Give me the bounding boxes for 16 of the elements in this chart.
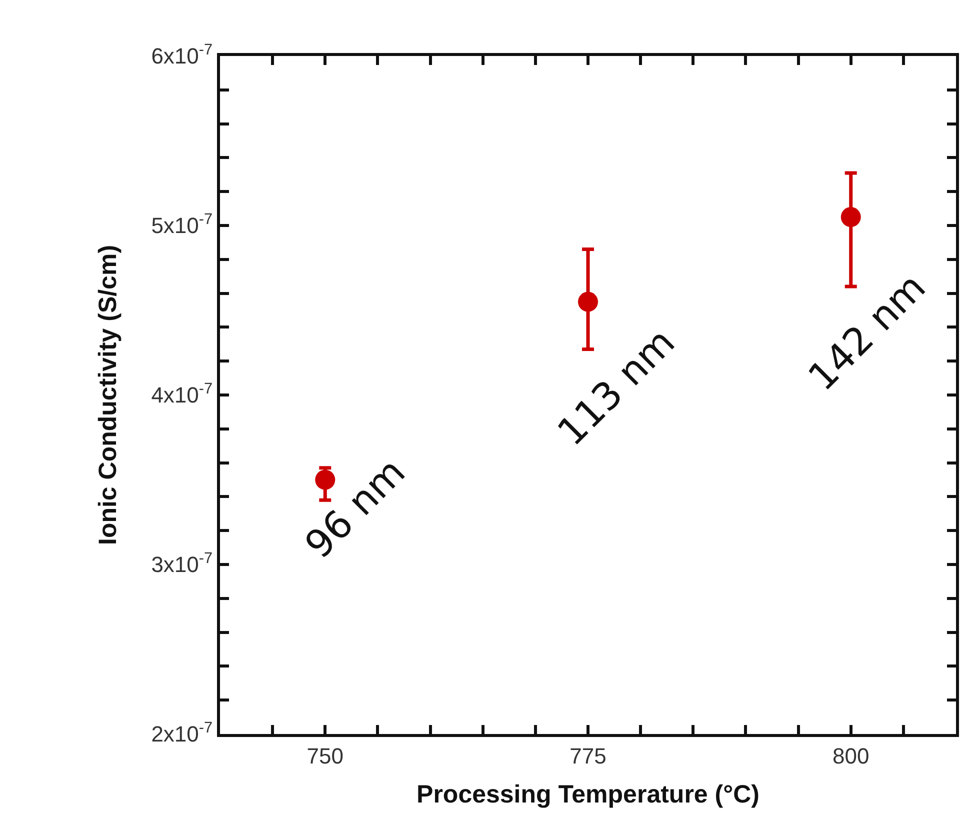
annotation: 113 nm bbox=[548, 320, 684, 454]
x-tick-label: 750 bbox=[306, 743, 344, 768]
point bbox=[840, 207, 861, 228]
y-tick-label: 5x10$^{-7}$ bbox=[151, 210, 213, 238]
y-tick-label: 4x10$^{-7}$ bbox=[151, 380, 213, 408]
point bbox=[315, 470, 336, 490]
y-axis-title: Ionic Conductivity (S/cm) bbox=[94, 244, 122, 546]
point bbox=[578, 292, 598, 312]
x-axis-title: Processing Temperature (°C) bbox=[416, 780, 760, 808]
y-tick-label: 3x10$^{-7}$ bbox=[151, 550, 213, 578]
annotation: 142 nm bbox=[800, 264, 934, 400]
x-tick-label: 800 bbox=[832, 743, 870, 768]
y-tick-label: 2x10$^{-7}$ bbox=[151, 719, 213, 747]
x-tick-label: 775 bbox=[570, 743, 606, 768]
annotation: 96 nm bbox=[296, 450, 414, 567]
y-tick-label: 6x10$^{-7}$ bbox=[151, 41, 213, 69]
